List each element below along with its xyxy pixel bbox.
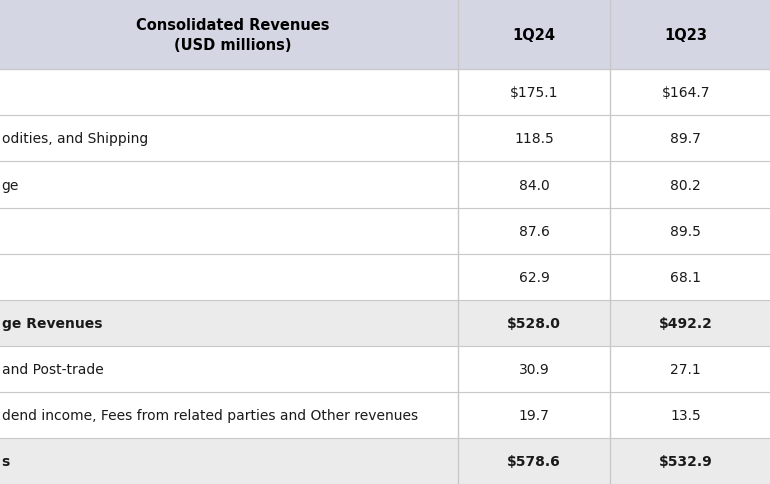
Text: 80.2: 80.2 [671,178,701,192]
Text: $528.0: $528.0 [507,316,561,330]
Bar [762,300,770,346]
Bar [610,0,762,70]
Text: Consolidated Revenues
(USD millions): Consolidated Revenues (USD millions) [136,18,330,52]
Text: 19.7: 19.7 [518,408,550,422]
Bar [762,0,770,70]
Bar [762,116,770,162]
Text: 118.5: 118.5 [514,132,554,146]
Text: ge: ge [2,178,19,192]
Text: 89.5: 89.5 [670,224,701,238]
Bar [0,438,458,484]
Bar [0,254,458,300]
Text: 13.5: 13.5 [671,408,701,422]
Bar [458,300,610,346]
Bar [0,162,458,208]
Text: s: s [2,454,10,468]
Text: $175.1: $175.1 [510,86,558,100]
Bar [458,438,610,484]
Bar [610,438,762,484]
Bar [458,116,610,162]
Bar [0,346,458,392]
Bar [762,392,770,438]
Text: odities, and Shipping: odities, and Shipping [2,132,148,146]
Text: $492.2: $492.2 [659,316,712,330]
Bar [458,392,610,438]
Text: ge Revenues: ge Revenues [2,316,102,330]
Bar [610,392,762,438]
Bar [0,300,458,346]
Text: and Post-trade: and Post-trade [2,362,103,376]
Bar [458,346,610,392]
Text: 27.1: 27.1 [671,362,701,376]
Bar [610,70,762,116]
Text: dend income, Fees from related parties and Other revenues: dend income, Fees from related parties a… [2,408,417,422]
Text: 89.7: 89.7 [670,132,701,146]
Bar [762,70,770,116]
Bar [610,162,762,208]
Bar [610,254,762,300]
Bar [0,70,458,116]
Bar [610,116,762,162]
Text: 30.9: 30.9 [519,362,549,376]
Bar [610,346,762,392]
Bar [458,254,610,300]
Bar [458,0,610,70]
Bar [458,208,610,254]
Bar [762,162,770,208]
Text: 87.6: 87.6 [518,224,550,238]
Text: $578.6: $578.6 [507,454,561,468]
Text: 1Q23: 1Q23 [665,28,707,43]
Bar [762,254,770,300]
Bar [0,208,458,254]
Text: 62.9: 62.9 [518,270,550,284]
Bar [458,162,610,208]
Text: 1Q24: 1Q24 [513,28,555,43]
Bar [610,208,762,254]
Text: $532.9: $532.9 [659,454,712,468]
Text: 68.1: 68.1 [670,270,701,284]
Bar [0,0,458,70]
Bar [458,70,610,116]
Bar [0,116,458,162]
Bar [762,438,770,484]
Bar [762,208,770,254]
Text: $164.7: $164.7 [661,86,710,100]
Bar [610,300,762,346]
Bar [762,346,770,392]
Bar [0,392,458,438]
Text: 84.0: 84.0 [519,178,549,192]
